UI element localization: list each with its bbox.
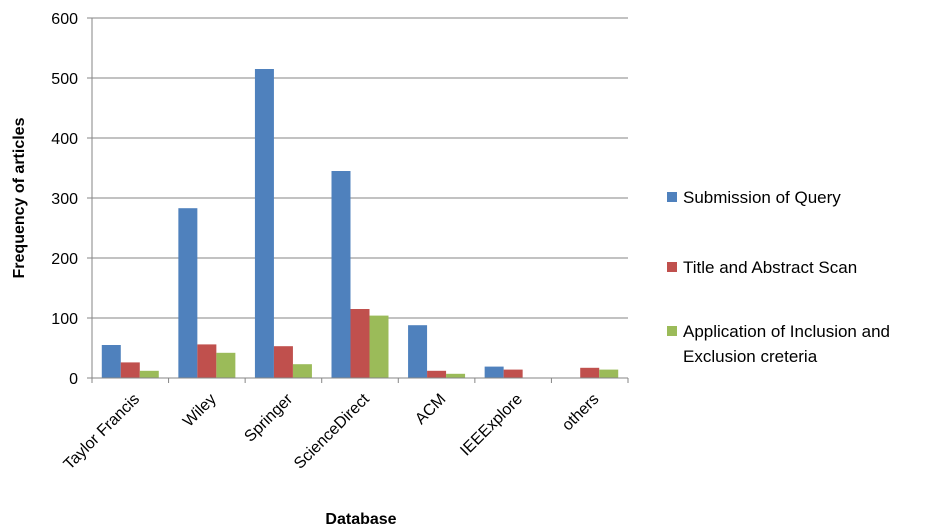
legend-swatch	[667, 192, 677, 202]
legend-label: Exclusion creteria	[683, 347, 818, 366]
bar	[292, 364, 312, 378]
bar	[216, 352, 236, 378]
bar	[484, 366, 504, 378]
bar	[408, 325, 428, 378]
legend-label: Title and Abstract Scan	[683, 258, 857, 277]
bars	[101, 69, 619, 378]
bar	[446, 373, 466, 378]
x-tick-label: Taylor Francis	[61, 391, 143, 473]
legend-label: Application of Inclusion and	[683, 322, 890, 341]
x-tick-label: others	[559, 391, 602, 434]
y-tick-label: 500	[51, 71, 78, 88]
x-tick-label: Wiley	[180, 391, 220, 431]
x-tick-labels: Taylor Francis Wiley SpringerScienceDirect…	[61, 390, 603, 473]
y-tick-label: 100	[51, 311, 78, 328]
y-axis-label: Frequency of articles	[11, 117, 28, 278]
bar	[331, 171, 351, 378]
y-tick-label: 300	[51, 191, 78, 208]
bar	[503, 369, 523, 378]
bar	[101, 345, 121, 378]
axes	[87, 17, 629, 383]
bar	[273, 346, 293, 378]
bar	[178, 208, 198, 378]
y-tick-labels: 0 100 200 300 400 500 600	[51, 11, 78, 388]
bar	[427, 370, 447, 378]
bar	[580, 367, 600, 378]
x-axis-label: Database	[325, 511, 396, 528]
bar	[350, 309, 370, 378]
bar	[254, 69, 274, 378]
y-tick-label: 200	[51, 251, 78, 268]
legend-label: Submission of Query	[683, 188, 841, 207]
legend: Submission of Query Title and Abstract Sc…	[667, 188, 890, 366]
x-tick-label: Springer	[241, 390, 296, 445]
legend-swatch	[667, 326, 677, 336]
y-tick-label: 400	[51, 131, 78, 148]
gridlines	[92, 17, 628, 319]
bar	[197, 344, 217, 378]
bar	[139, 370, 159, 378]
bar	[599, 369, 619, 378]
x-tick-label: ScienceDirect	[291, 390, 373, 472]
legend-swatch	[667, 262, 677, 272]
bar	[120, 362, 140, 378]
x-tick-label: ACM	[412, 391, 449, 428]
x-tick-label: IEEExplore	[457, 391, 526, 460]
y-tick-label: 0	[69, 371, 78, 388]
y-tick-label: 600	[51, 11, 78, 28]
bar	[369, 315, 389, 378]
